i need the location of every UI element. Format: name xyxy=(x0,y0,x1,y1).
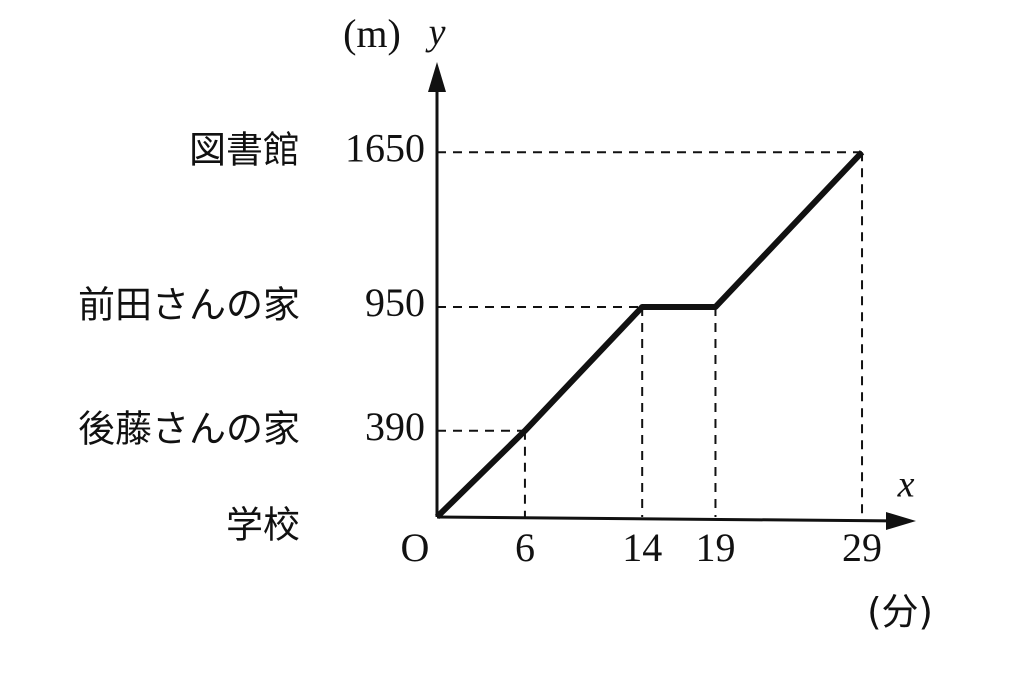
data-line xyxy=(434,150,865,520)
x-unit: (分) xyxy=(867,591,933,634)
x-tick-label: 19 xyxy=(695,525,735,570)
place-label: 学校 xyxy=(226,504,300,547)
place-label: 後藤さんの家 xyxy=(78,407,300,450)
place-label: 図書館 xyxy=(189,129,300,172)
y-axis-name: y xyxy=(425,12,446,54)
y-unit: (m) xyxy=(343,11,401,56)
x-tick-label: 6 xyxy=(515,525,535,570)
x-tick-label: 29 xyxy=(842,525,882,570)
x-axis xyxy=(436,515,901,523)
x-axis-name: x xyxy=(897,464,915,506)
x-axis-arrow xyxy=(886,512,916,530)
x-tick-label: 14 xyxy=(622,525,662,570)
x-tick-label: O xyxy=(401,525,430,570)
y-axis-arrow xyxy=(428,62,446,92)
y-tick-label: 950 xyxy=(365,280,425,325)
y-tick-label: 390 xyxy=(365,404,425,449)
place-label: 前田さんの家 xyxy=(78,283,300,326)
y-tick-label: 1650 xyxy=(345,125,425,170)
